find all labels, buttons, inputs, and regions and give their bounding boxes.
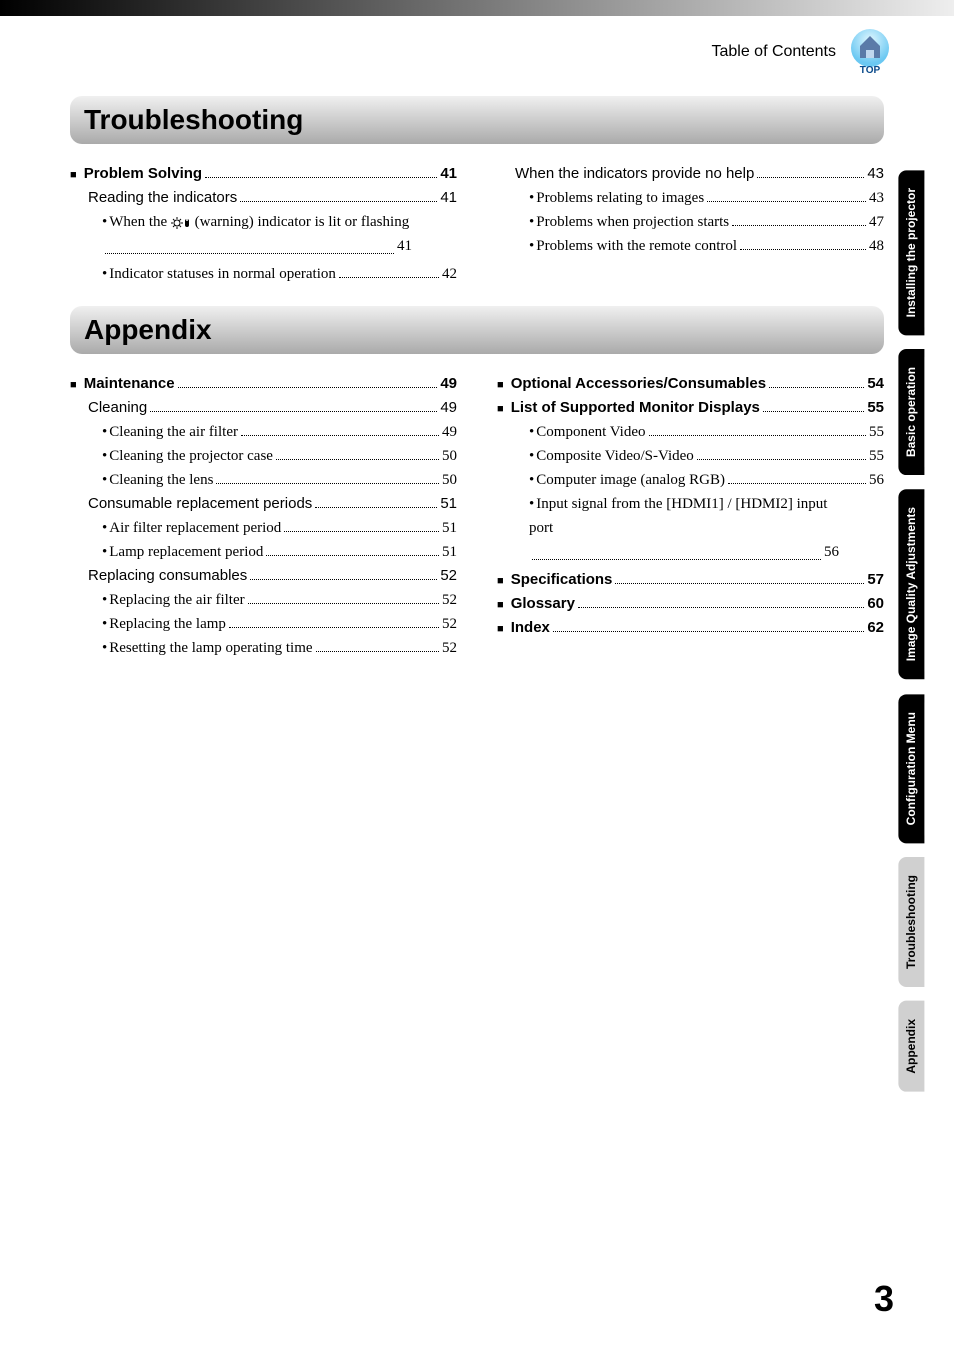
toc-columns: ■ Problem Solving41Reading the indicator… xyxy=(70,162,884,286)
toc-entry[interactable]: ■ Glossary60 xyxy=(497,592,884,616)
toc-entry[interactable]: •Indicator statuses in normal operation4… xyxy=(70,262,457,286)
toc-entry[interactable]: When the indicators provide no help43 xyxy=(497,162,884,186)
toc-entry[interactable]: •Problems relating to images43 xyxy=(497,186,884,210)
side-tab[interactable]: Configuration Menu xyxy=(898,694,924,843)
toc-entry[interactable]: Consumable replacement periods51 xyxy=(70,492,457,516)
toc-entry[interactable]: ■ Maintenance49 xyxy=(70,372,457,396)
side-tab[interactable]: Installing the projector xyxy=(898,170,924,335)
toc-entry[interactable]: Reading the indicators41 xyxy=(70,186,457,210)
toc-entry[interactable]: •Cleaning the lens50 xyxy=(70,468,457,492)
toc-columns: ■ Maintenance49Cleaning49•Cleaning the a… xyxy=(70,372,884,660)
side-tab[interactable]: Appendix xyxy=(898,1001,924,1092)
toc-entry[interactable]: •Input signal from the [HDMI1] / [HDMI2]… xyxy=(497,492,884,568)
side-tabs: Installing the projector Basic operation I… xyxy=(898,170,934,1106)
toc-entry[interactable]: •Problems with the remote control48 xyxy=(497,234,884,258)
toc-entry[interactable]: ■ Problem Solving41 xyxy=(70,162,457,186)
side-tab[interactable]: Image Quality Adjustments xyxy=(898,489,924,679)
toc-entry[interactable]: •Air filter replacement period51 xyxy=(70,516,457,540)
toc-entry[interactable]: •Problems when projection starts47 xyxy=(497,210,884,234)
toc-title: Table of Contents xyxy=(711,43,836,61)
side-tab[interactable]: Troubleshooting xyxy=(898,857,924,987)
toc-entry[interactable]: •Component Video55 xyxy=(497,420,884,444)
top-gradient-bar xyxy=(0,0,954,16)
toc-entry[interactable]: Replacing consumables52 xyxy=(70,564,457,588)
toc-entry[interactable]: ■ Optional Accessories/Consumables54 xyxy=(497,372,884,396)
toc-entry[interactable]: •Replacing the air filter52 xyxy=(70,588,457,612)
side-tab[interactable]: Basic operation xyxy=(898,349,924,475)
content-area: Troubleshooting ■ Problem Solving41Readin… xyxy=(0,76,954,660)
toc-entry[interactable]: •Lamp replacement period51 xyxy=(70,540,457,564)
toc-entry[interactable]: •Cleaning the air filter49 xyxy=(70,420,457,444)
top-home-icon[interactable]: TOP xyxy=(846,28,894,76)
toc-entry[interactable]: ■ List of Supported Monitor Displays55 xyxy=(497,396,884,420)
header: Table of Contents TOP xyxy=(0,16,954,76)
toc-entry[interactable]: •Cleaning the projector case50 xyxy=(70,444,457,468)
toc-entry[interactable]: ■ Index62 xyxy=(497,616,884,640)
toc-entry[interactable]: •Replacing the lamp52 xyxy=(70,612,457,636)
section-heading: Appendix xyxy=(70,306,884,354)
toc-col-right: ■ Optional Accessories/Consumables54■ Li… xyxy=(497,372,884,660)
section-heading: Troubleshooting xyxy=(70,96,884,144)
page-number: 3 xyxy=(874,1278,894,1320)
svg-text:TOP: TOP xyxy=(860,65,881,76)
toc-col-left: ■ Problem Solving41Reading the indicator… xyxy=(70,162,457,286)
toc-entry[interactable]: ■ Specifications57 xyxy=(497,568,884,592)
toc-entry[interactable]: •Composite Video/S-Video55 xyxy=(497,444,884,468)
toc-col-right: When the indicators provide no help43•Pr… xyxy=(497,162,884,286)
toc-col-left: ■ Maintenance49Cleaning49•Cleaning the a… xyxy=(70,372,457,660)
toc-entry[interactable]: Cleaning49 xyxy=(70,396,457,420)
toc-entry[interactable]: •Computer image (analog RGB)56 xyxy=(497,468,884,492)
toc-entry[interactable]: •Resetting the lamp operating time52 xyxy=(70,636,457,660)
toc-entry[interactable]: •When the (warning) indicator is lit or … xyxy=(70,210,457,262)
